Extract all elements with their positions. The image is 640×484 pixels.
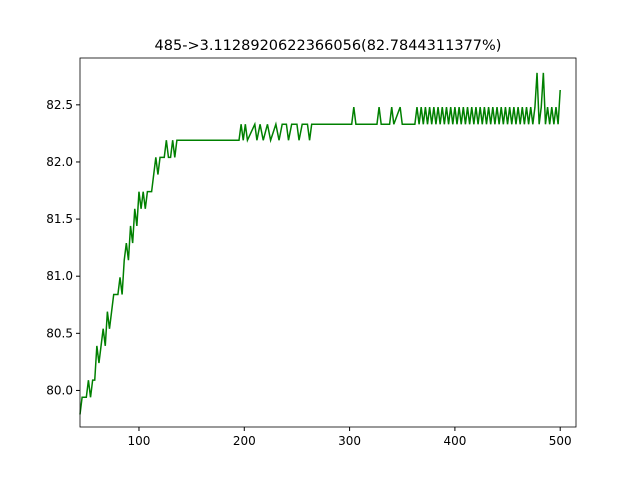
plot-frame: [79, 57, 577, 428]
x-tick-label: 100: [128, 434, 151, 448]
chart-title: 485->3.1128920622366056(82.7844311377%): [155, 38, 502, 54]
y-tick-label: 81.5: [46, 212, 73, 226]
y-tick-label: 82.5: [46, 98, 73, 112]
x-tick-label: 400: [443, 434, 466, 448]
x-tick-label: 500: [549, 434, 572, 448]
x-tick-label: 200: [233, 434, 256, 448]
y-tick-label: 80.0: [46, 383, 73, 397]
y-tick-label: 82.0: [46, 155, 73, 169]
y-tick-label: 80.5: [46, 326, 73, 340]
y-tick-label: 81.0: [46, 269, 73, 283]
line: [79, 72, 561, 415]
x-tick-label: 300: [338, 434, 361, 448]
